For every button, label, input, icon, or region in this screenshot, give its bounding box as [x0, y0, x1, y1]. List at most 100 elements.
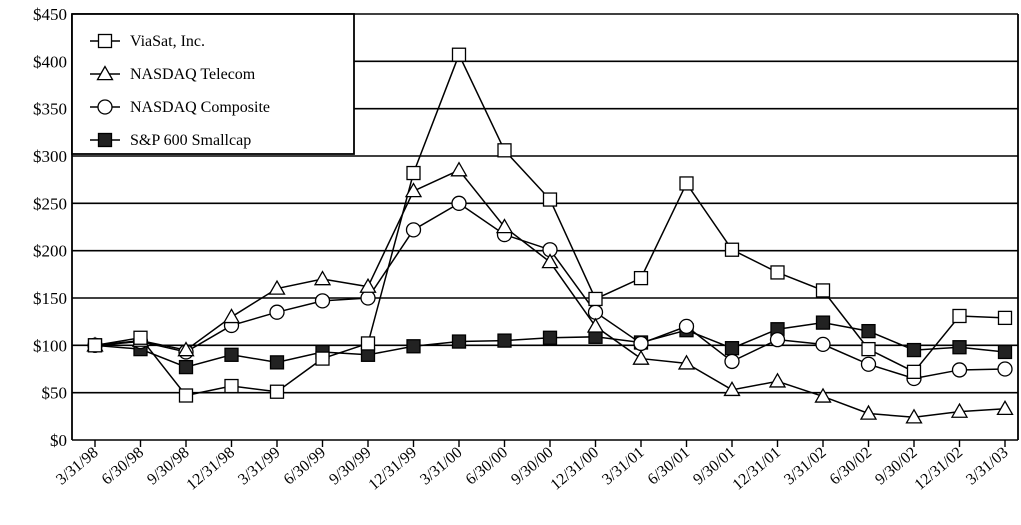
x-tick-label: 3/31/00 — [417, 444, 465, 488]
data-point-viasat-inc — [997, 310, 1013, 326]
y-tick-label: $200 — [33, 242, 67, 261]
x-tick-label: 6/30/01 — [645, 444, 693, 488]
data-point-s-p-600-smallcap — [451, 334, 467, 349]
data-point-nasdaq-telecom — [313, 270, 332, 286]
data-point-nasdaq-composite — [360, 290, 376, 306]
x-tick-label: 6/30/02 — [827, 444, 875, 488]
data-point-viasat-inc — [906, 364, 922, 379]
data-point-viasat-inc — [87, 338, 103, 353]
x-tick-label: 3/31/01 — [599, 444, 647, 488]
x-tick-label: 6/30/98 — [99, 444, 147, 488]
data-point-viasat-inc — [315, 351, 330, 366]
data-point-nasdaq-telecom — [814, 387, 832, 403]
data-point-legend-s-p-600-smallcap — [97, 132, 113, 148]
data-point-nasdaq-telecom — [950, 402, 969, 418]
data-point-nasdaq-telecom — [723, 381, 741, 397]
legend-box — [71, 13, 355, 155]
data-point-legend-nasdaq-telecom — [96, 65, 114, 81]
data-point-nasdaq-telecom — [495, 218, 514, 234]
data-point-nasdaq-composite — [951, 362, 968, 378]
legend-label-viasat-inc: ViaSat, Inc. — [130, 33, 205, 50]
x-tick-label: 3/31/03 — [963, 444, 1011, 488]
data-point-s-p-600-smallcap — [997, 344, 1013, 360]
data-point-viasat-inc — [178, 388, 194, 403]
data-point-nasdaq-composite — [587, 304, 604, 320]
data-point-nasdaq-composite — [997, 361, 1013, 377]
data-point-nasdaq-composite — [269, 304, 285, 320]
data-point-viasat-inc — [406, 165, 421, 181]
data-point-nasdaq-telecom — [586, 317, 605, 333]
data-point-viasat-inc — [952, 308, 967, 324]
data-point-legend-nasdaq-composite — [97, 99, 113, 115]
x-tick-label: 3/31/99 — [235, 444, 283, 488]
data-point-nasdaq-composite — [769, 332, 786, 348]
y-tick-label: $50 — [42, 384, 68, 403]
data-point-viasat-inc — [588, 291, 603, 307]
data-point-s-p-600-smallcap — [406, 339, 421, 354]
y-tick-label: $350 — [33, 100, 67, 119]
data-point-s-p-600-smallcap — [497, 333, 512, 348]
y-tick-label: $400 — [33, 52, 67, 71]
x-tick-label: 12/31/02 — [912, 444, 967, 494]
data-point-nasdaq-telecom — [450, 161, 468, 177]
data-point-s-p-600-smallcap — [952, 340, 967, 355]
data-point-nasdaq-composite — [314, 293, 331, 309]
data-point-nasdaq-telecom — [677, 354, 696, 370]
legend-label-s-p-600-smallcap: S&P 600 Smallcap — [130, 132, 251, 149]
data-point-nasdaq-composite — [451, 195, 467, 211]
data-point-nasdaq-telecom — [905, 408, 923, 424]
x-axis-tick-labels: 3/31/986/30/989/30/9812/31/983/31/996/30… — [53, 444, 1011, 494]
data-point-nasdaq-composite — [815, 336, 831, 353]
x-tick-label: 3/31/02 — [781, 444, 829, 488]
data-point-viasat-inc — [269, 384, 285, 399]
x-tick-label: 12/31/99 — [366, 444, 421, 494]
data-point-s-p-600-smallcap — [724, 341, 740, 356]
x-tick-label: 3/31/98 — [53, 444, 101, 488]
data-point-viasat-inc — [133, 330, 148, 345]
data-point-s-p-600-smallcap — [815, 315, 831, 330]
y-tick-label: $0 — [50, 431, 67, 450]
data-point-viasat-inc — [861, 341, 876, 357]
data-point-s-p-600-smallcap — [542, 330, 558, 345]
data-point-s-p-600-smallcap — [178, 359, 194, 375]
data-point-viasat-inc — [360, 336, 376, 351]
data-point-viasat-inc — [770, 265, 785, 280]
data-point-nasdaq-composite — [860, 356, 877, 372]
data-point-s-p-600-smallcap — [269, 355, 285, 370]
data-point-legend-viasat-inc — [97, 33, 113, 49]
data-point-nasdaq-composite — [405, 222, 422, 238]
data-point-viasat-inc — [815, 283, 831, 298]
data-point-nasdaq-composite — [678, 318, 695, 335]
data-point-nasdaq-telecom — [268, 279, 286, 295]
data-point-viasat-inc — [633, 270, 649, 286]
data-point-nasdaq-telecom — [632, 349, 650, 365]
data-point-s-p-600-smallcap — [224, 347, 239, 362]
y-tick-label: $100 — [33, 336, 67, 355]
legend-label-nasdaq-telecom: NASDAQ Telecom — [130, 66, 256, 83]
data-point-s-p-600-smallcap — [861, 323, 876, 339]
data-point-viasat-inc — [724, 242, 740, 257]
data-point-viasat-inc — [224, 378, 239, 394]
data-point-nasdaq-composite — [724, 353, 740, 370]
data-point-nasdaq-telecom — [859, 404, 878, 420]
data-point-nasdaq-telecom — [541, 253, 559, 269]
data-point-viasat-inc — [679, 176, 694, 191]
data-point-nasdaq-telecom — [768, 372, 787, 388]
legend-label-nasdaq-composite: NASDAQ Composite — [130, 99, 270, 116]
data-point-nasdaq-telecom — [996, 399, 1014, 416]
x-tick-label: 6/30/00 — [463, 444, 511, 488]
x-tick-label: 12/31/01 — [730, 444, 785, 494]
x-tick-label: 12/31/00 — [548, 444, 603, 494]
data-point-nasdaq-telecom — [404, 182, 423, 198]
data-point-nasdaq-composite — [633, 335, 649, 352]
data-point-viasat-inc — [497, 143, 512, 158]
data-point-nasdaq-telecom — [222, 308, 241, 324]
y-tick-label: $150 — [33, 289, 67, 308]
y-tick-label: $250 — [33, 194, 67, 213]
legend: ViaSat, Inc. NASDAQ Telecom NASDAQ Composi… — [71, 13, 355, 155]
y-tick-label: $300 — [33, 147, 67, 166]
data-point-nasdaq-telecom — [359, 277, 377, 293]
data-point-viasat-inc — [542, 192, 558, 207]
data-point-s-p-600-smallcap — [906, 342, 922, 358]
